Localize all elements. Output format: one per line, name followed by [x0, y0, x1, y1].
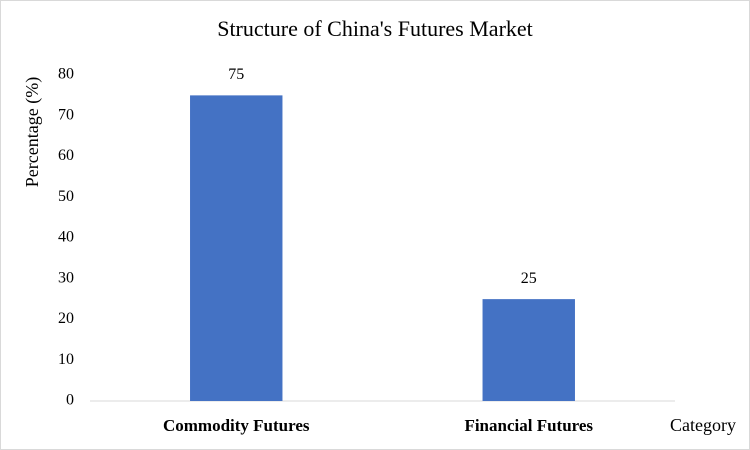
bar — [190, 95, 283, 401]
y-tick-label: 70 — [58, 106, 74, 123]
y-tick-label: 30 — [58, 269, 74, 286]
data-label: 25 — [521, 270, 537, 287]
x-axis-title: Category — [670, 415, 736, 435]
y-tick-label: 0 — [66, 392, 74, 409]
y-tick-label: 80 — [58, 66, 74, 83]
y-tick-label: 60 — [58, 147, 74, 164]
y-tick-label: 10 — [58, 351, 74, 368]
data-label: 75 — [228, 66, 244, 83]
bar — [482, 299, 575, 401]
y-tick-label: 40 — [58, 229, 74, 246]
chart-title: Structure of China's Futures Market — [217, 16, 533, 41]
x-tick-label: Commodity Futures — [163, 416, 310, 435]
y-tick-label: 20 — [58, 310, 74, 327]
x-tick-label: Financial Futures — [464, 416, 593, 435]
y-tick-label: 50 — [58, 188, 74, 205]
y-axis-title: Percentage (%) — [22, 77, 43, 187]
